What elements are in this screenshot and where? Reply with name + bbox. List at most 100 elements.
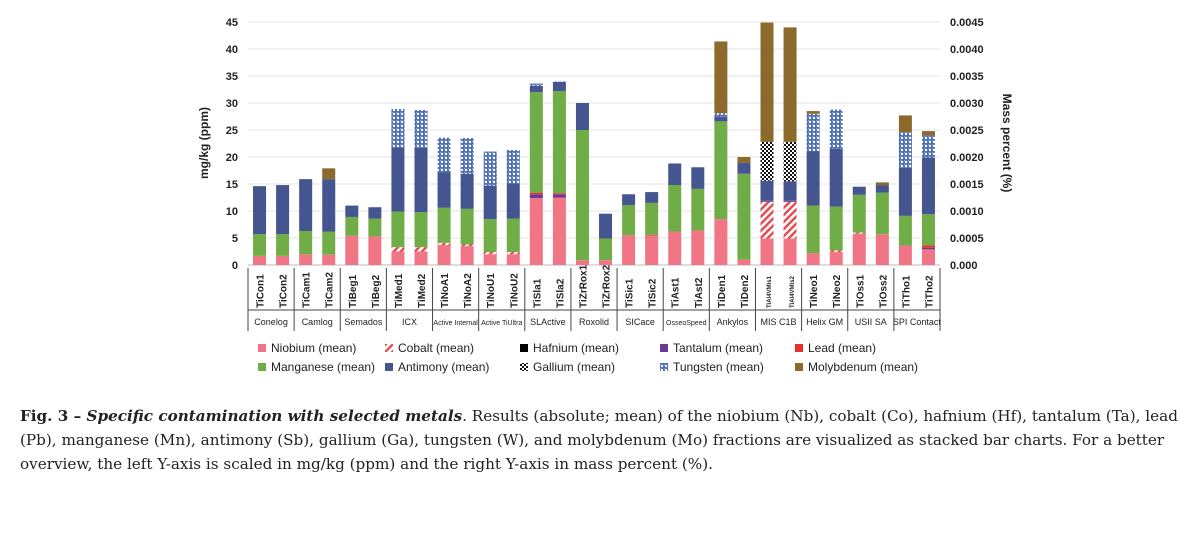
bar-segment-cobalt xyxy=(783,201,797,239)
y-tick-label: 20 xyxy=(226,152,238,164)
bar-segment-niobium xyxy=(276,255,290,265)
bar-segment-manganese xyxy=(552,91,566,194)
bar-segment-niobium xyxy=(483,254,497,265)
legend-label: Cobalt (mean) xyxy=(398,341,474,355)
legend-swatch-tantalum xyxy=(660,344,668,352)
bar-segment-niobium xyxy=(829,252,843,265)
bar-segment-lead xyxy=(645,234,659,236)
legend-label: Lead (mean) xyxy=(808,341,876,355)
x-tick-label: TiCon1 xyxy=(256,274,267,308)
legend-label: Antimony (mean) xyxy=(398,360,489,374)
y2-tick-label: 0.0015 xyxy=(950,179,984,191)
x-tick-label: TiNeo1 xyxy=(809,274,820,308)
bar-segment-manganese xyxy=(322,231,336,255)
x-tick-label: TiNoU1 xyxy=(486,273,497,308)
bar-segment-antimony xyxy=(921,157,935,215)
gridlines xyxy=(248,21,940,266)
bar-segment-cobalt xyxy=(391,247,405,252)
bar-segment-molybdenum xyxy=(783,27,797,142)
bar-segment-niobium xyxy=(460,246,474,265)
group-label: Active TiUltra xyxy=(481,320,522,327)
bar-segment-antimony xyxy=(299,179,313,231)
bar-segment-manganese xyxy=(276,234,290,256)
x-tick-label: TiSic2 xyxy=(648,278,659,308)
bar-segment-manganese xyxy=(921,214,935,246)
bar-segment-niobium xyxy=(552,197,566,265)
bar-segment-niobium xyxy=(898,245,912,265)
group-label: MIS C1B xyxy=(761,317,797,327)
x-tick-label: TiNoA2 xyxy=(463,273,474,308)
x-tick-label: TiMed1 xyxy=(394,273,405,308)
legend-swatch-molybdenum xyxy=(795,363,803,371)
bar-segment-manganese xyxy=(529,92,543,193)
bar-segment-antimony xyxy=(460,173,474,209)
bar-segment-niobium xyxy=(875,234,889,265)
bar-segment-tungsten xyxy=(437,137,451,173)
bar-segment-manganese xyxy=(668,185,682,232)
x-tick-label: TiMed2 xyxy=(417,273,428,308)
y-tick-label: 45 xyxy=(226,17,238,29)
bar-segment-manganese xyxy=(345,216,359,236)
y-tick-label: 15 xyxy=(226,179,238,191)
bar-segment-niobium xyxy=(691,230,705,265)
bar-segment-manganese xyxy=(391,211,405,248)
bar-segment-manganese xyxy=(299,230,313,255)
bar-segment-manganese xyxy=(691,188,705,231)
bar-segment-lead xyxy=(529,192,543,195)
bar-segment-tantalum xyxy=(529,194,543,199)
figure-caption: Fig. 3 – Specific contamination with sel… xyxy=(20,404,1185,476)
bar-segment-molybdenum xyxy=(898,115,912,133)
bar-segment-niobium xyxy=(622,235,636,265)
legend-label: Molybdenum (mean) xyxy=(808,360,918,374)
bar-segment-niobium xyxy=(437,245,451,265)
bar-segment-tungsten xyxy=(483,151,497,186)
y-tick-label: 5 xyxy=(232,233,238,245)
x-tick-label: TiOss1 xyxy=(855,274,866,308)
bar-segment-manganese xyxy=(829,206,843,251)
group-label: Semados xyxy=(344,317,383,327)
bar-segment-antimony xyxy=(645,192,659,203)
group-label: Conelog xyxy=(254,317,288,327)
bar-segment-gallium xyxy=(760,141,774,181)
bar-segment-manganese xyxy=(645,202,659,235)
bar-segment-cobalt xyxy=(414,247,428,252)
bar-segment-antimony xyxy=(483,185,497,220)
bar-segment-tantalum xyxy=(760,200,774,202)
bar-segment-manganese xyxy=(437,207,451,243)
y-tick-label: 25 xyxy=(226,125,238,137)
bar-segment-tungsten xyxy=(506,149,520,184)
bar-segment-molybdenum xyxy=(875,182,889,186)
y2-tick-label: 0.0010 xyxy=(950,206,984,218)
bar-segment-antimony xyxy=(506,184,520,219)
group-label: Helix GM xyxy=(806,317,843,327)
y2-tick-label: 0.0005 xyxy=(950,233,984,245)
bar-segment-antimony xyxy=(806,151,820,206)
legend-swatch-gallium xyxy=(520,363,528,371)
bar-segment-antimony xyxy=(575,103,589,130)
caption-body: . Results (absolute; mean) of the niobiu… xyxy=(20,407,1178,473)
bar-segment-tantalum xyxy=(552,194,566,198)
bar-segment-antimony xyxy=(322,179,336,232)
bar-segment-antimony xyxy=(391,147,405,212)
legend-label: Tantalum (mean) xyxy=(673,341,763,355)
x-tick-label: TiBeg2 xyxy=(371,274,382,308)
bar-segment-gallium xyxy=(783,141,797,182)
bar-segment-niobium xyxy=(645,235,659,265)
bar-segment-niobium xyxy=(506,254,520,265)
bar-segment-manganese xyxy=(368,218,382,237)
bar-segment-niobium xyxy=(529,198,543,265)
bar-segment-manganese xyxy=(575,130,589,261)
legend-label: Gallium (mean) xyxy=(533,360,615,374)
group-label: Active Internal xyxy=(433,320,478,327)
bar-segment-molybdenum xyxy=(921,131,935,136)
bar-segment-tungsten xyxy=(529,83,543,86)
group-label: USII SA xyxy=(855,317,887,327)
y2-tick-label: 0.0025 xyxy=(950,125,984,137)
bar-segment-antimony xyxy=(414,147,428,213)
bar-segment-cobalt xyxy=(829,250,843,253)
x-tick-label: TiSla2 xyxy=(555,278,566,308)
bar-segment-antimony xyxy=(829,148,843,207)
bar-segment-niobium xyxy=(368,236,382,265)
